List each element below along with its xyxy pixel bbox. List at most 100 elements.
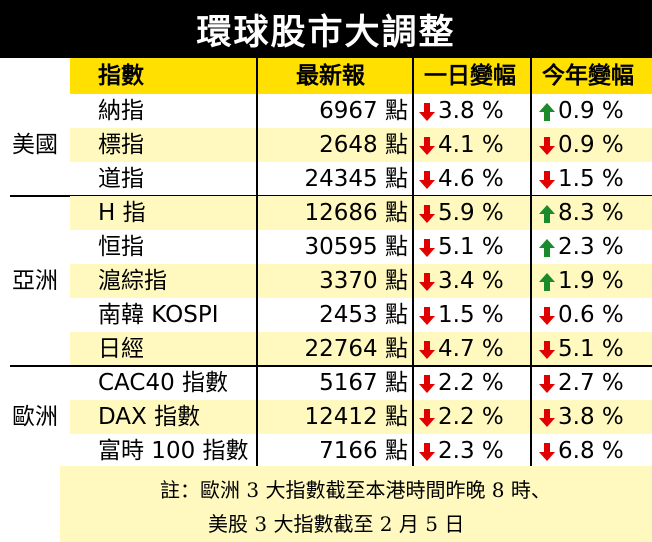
footnote-line-1: 註：歐洲 3 大指數截至本港時間昨晚 8 時、 <box>160 478 551 502</box>
arrow-down-icon <box>418 408 436 428</box>
header-index: 指數 <box>98 63 144 89</box>
header-day-change: 一日變幅 <box>424 63 516 89</box>
day-change: 2.3 % <box>418 434 504 468</box>
index-value: 24345 點 <box>304 166 408 192</box>
day-change-value: 4.1 % <box>438 132 504 158</box>
year-change-value: 1.5 % <box>558 166 624 192</box>
index-value: 12686 點 <box>304 200 408 226</box>
region-label: 亞洲 <box>12 268 58 294</box>
day-change: 4.7 % <box>418 332 504 366</box>
row-band <box>70 264 652 298</box>
year-change: 2.7 % <box>538 366 624 400</box>
index-name: 道指 <box>98 166 144 192</box>
index-name: 恒指 <box>98 234 144 260</box>
footnote-box: 註：歐洲 3 大指數截至本港時間昨晚 8 時、 美股 3 大指數截至 2 月 5… <box>60 466 652 542</box>
arrow-down-icon <box>418 442 436 462</box>
arrow-down-icon <box>418 306 436 326</box>
table-row: 南韓 KOSPI 2453 點 1.5 % 0.6 % <box>0 298 652 332</box>
day-change-value: 5.1 % <box>438 234 504 260</box>
page-title: 環球股市大調整 <box>196 12 456 53</box>
table-header: 指數 最新報 一日變幅 今年變幅 <box>0 58 652 94</box>
region-label: 歐洲 <box>12 404 58 430</box>
day-change-value: 3.4 % <box>438 268 504 294</box>
index-name: CAC40 指數 <box>98 370 229 396</box>
arrow-down-icon <box>538 136 556 156</box>
table-row: H 指 12686 點 5.9 % 8.3 % <box>0 196 652 230</box>
year-change-value: 1.9 % <box>558 268 624 294</box>
arrow-down-icon <box>418 238 436 258</box>
day-change: 5.1 % <box>418 230 504 264</box>
day-change-value: 2.2 % <box>438 370 504 396</box>
index-name: DAX 指數 <box>98 404 201 430</box>
header-year-change: 今年變幅 <box>542 63 634 89</box>
row-band <box>70 400 652 434</box>
day-change: 4.6 % <box>418 162 504 196</box>
year-change: 8.3 % <box>538 196 624 230</box>
year-change-value: 0.9 % <box>558 132 624 158</box>
day-change: 1.5 % <box>418 298 504 332</box>
arrow-down-icon <box>418 170 436 190</box>
row-band <box>70 332 652 366</box>
year-change-value: 2.7 % <box>558 370 624 396</box>
column-divider <box>256 58 258 468</box>
region-label: 美國 <box>12 132 58 158</box>
table-row: 滬綜指 3370 點 3.4 % 1.9 % <box>0 264 652 298</box>
index-value: 12412 點 <box>304 404 408 430</box>
table-row: CAC40 指數 5167 點 2.2 % 2.7 % <box>0 366 652 400</box>
arrow-up-icon <box>538 102 556 122</box>
index-name: 標指 <box>98 132 144 158</box>
arrow-down-icon <box>538 170 556 190</box>
arrow-up-icon <box>538 238 556 258</box>
arrow-down-icon <box>418 204 436 224</box>
arrow-down-icon <box>538 408 556 428</box>
index-name: 日經 <box>98 336 144 362</box>
header-background <box>70 58 652 94</box>
table-row: 富時 100 指數 7166 點 2.3 % 6.8 % <box>0 434 652 468</box>
year-change: 2.3 % <box>538 230 624 264</box>
region-divider <box>10 365 652 367</box>
column-divider <box>530 58 532 468</box>
index-name: 富時 100 指數 <box>98 438 249 464</box>
day-change-value: 4.6 % <box>438 166 504 192</box>
row-band <box>70 196 652 230</box>
table-row: 恒指 30595 點 5.1 % 2.3 % <box>0 230 652 264</box>
arrow-down-icon <box>538 442 556 462</box>
day-change: 3.4 % <box>418 264 504 298</box>
day-change-value: 4.7 % <box>438 336 504 362</box>
day-change-value: 2.3 % <box>438 438 504 464</box>
arrow-down-icon <box>418 272 436 292</box>
year-change: 6.8 % <box>538 434 624 468</box>
index-value: 5167 點 <box>319 370 408 396</box>
arrow-up-icon <box>538 272 556 292</box>
table-row: 納指 6967 點 3.8 % 0.9 % <box>0 94 652 128</box>
year-change-value: 5.1 % <box>558 336 624 362</box>
day-change: 2.2 % <box>418 400 504 434</box>
index-name: H 指 <box>98 200 146 226</box>
table-row: 道指 24345 點 4.6 % 1.5 % <box>0 162 652 196</box>
index-name: 納指 <box>98 98 144 124</box>
day-change-value: 5.9 % <box>438 200 504 226</box>
day-change-value: 3.8 % <box>438 98 504 124</box>
table-row: 標指 2648 點 4.1 % 0.9 % <box>0 128 652 162</box>
day-change-value: 1.5 % <box>438 302 504 328</box>
year-change: 5.1 % <box>538 332 624 366</box>
year-change: 0.9 % <box>538 94 624 128</box>
year-change-value: 0.9 % <box>558 98 624 124</box>
column-divider <box>412 58 414 468</box>
arrow-down-icon <box>538 374 556 394</box>
arrow-down-icon <box>418 340 436 360</box>
year-change-value: 3.8 % <box>558 404 624 430</box>
arrow-down-icon <box>418 136 436 156</box>
index-name: 滬綜指 <box>98 268 167 294</box>
day-change: 4.1 % <box>418 128 504 162</box>
day-change: 5.9 % <box>418 196 504 230</box>
day-change: 2.2 % <box>418 366 504 400</box>
year-change-value: 2.3 % <box>558 234 624 260</box>
year-change: 1.5 % <box>538 162 624 196</box>
year-change: 1.9 % <box>538 264 624 298</box>
arrow-up-icon <box>538 204 556 224</box>
index-value: 2648 點 <box>319 132 408 158</box>
year-change-value: 6.8 % <box>558 438 624 464</box>
arrow-down-icon <box>538 306 556 326</box>
footnote-line-2: 美股 3 大指數截至 2 月 5 日 <box>208 512 465 536</box>
